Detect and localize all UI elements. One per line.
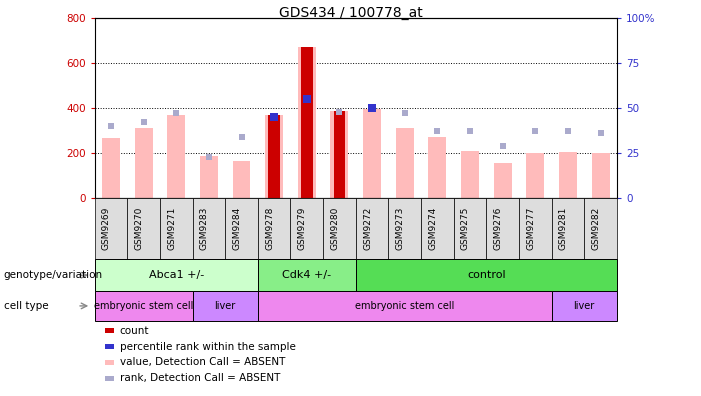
Point — [530, 128, 541, 135]
Bar — [461, 151, 479, 198]
Point — [464, 128, 475, 135]
Text: GDS434 / 100778_at: GDS434 / 100778_at — [278, 6, 423, 20]
Text: GSM9270: GSM9270 — [135, 207, 144, 250]
Text: GSM9271: GSM9271 — [168, 207, 176, 250]
Text: embryonic stem cell: embryonic stem cell — [355, 301, 454, 311]
Text: GSM9274: GSM9274 — [428, 207, 437, 250]
Bar — [265, 115, 283, 198]
Text: GSM9272: GSM9272 — [363, 207, 372, 250]
Point — [399, 110, 410, 116]
Text: GSM9280: GSM9280 — [330, 207, 339, 250]
Text: GSM9282: GSM9282 — [592, 207, 601, 250]
Point — [268, 114, 280, 120]
Bar — [559, 152, 577, 198]
Bar — [526, 153, 544, 198]
Text: GSM9275: GSM9275 — [461, 207, 470, 250]
Point — [367, 105, 378, 111]
Point — [170, 110, 182, 116]
Text: genotype/variation: genotype/variation — [4, 270, 102, 280]
Text: count: count — [120, 326, 149, 336]
Bar — [301, 47, 313, 198]
Point — [236, 133, 247, 140]
Text: Cdk4 +/-: Cdk4 +/- — [283, 270, 332, 280]
Text: rank, Detection Call = ABSENT: rank, Detection Call = ABSENT — [120, 373, 280, 383]
Text: GSM9269: GSM9269 — [102, 207, 111, 250]
Text: GSM9279: GSM9279 — [298, 207, 307, 250]
Text: cell type: cell type — [4, 301, 48, 311]
Bar — [102, 138, 120, 198]
Text: GSM9276: GSM9276 — [494, 207, 503, 250]
Point — [105, 123, 116, 129]
Bar — [592, 153, 610, 198]
Text: GSM9281: GSM9281 — [559, 207, 568, 250]
Text: embryonic stem cell: embryonic stem cell — [94, 301, 193, 311]
Bar — [330, 111, 348, 198]
Point — [432, 128, 443, 135]
Point — [562, 128, 573, 135]
Text: liver: liver — [573, 301, 595, 311]
Bar — [363, 109, 381, 198]
Point — [301, 96, 313, 102]
Bar — [200, 156, 218, 198]
Point — [595, 130, 606, 136]
Text: liver: liver — [215, 301, 236, 311]
Text: percentile rank within the sample: percentile rank within the sample — [120, 341, 296, 352]
Text: value, Detection Call = ABSENT: value, Detection Call = ABSENT — [120, 357, 285, 367]
Point — [497, 143, 508, 149]
Bar — [428, 137, 447, 198]
Bar — [233, 161, 250, 198]
Point — [138, 119, 149, 126]
Bar — [268, 115, 280, 198]
Bar — [135, 128, 153, 198]
Bar — [396, 128, 414, 198]
Text: Abca1 +/-: Abca1 +/- — [149, 270, 204, 280]
Bar — [298, 47, 315, 198]
Text: GSM9273: GSM9273 — [396, 207, 404, 250]
Point — [301, 96, 313, 102]
Bar — [334, 111, 345, 198]
Point — [203, 153, 215, 160]
Point — [367, 105, 378, 111]
Text: GSM9283: GSM9283 — [200, 207, 209, 250]
Text: GSM9278: GSM9278 — [265, 207, 274, 250]
Point — [334, 109, 345, 115]
Text: GSM9284: GSM9284 — [233, 207, 242, 250]
Bar — [168, 115, 185, 198]
Point — [268, 114, 280, 120]
Text: control: control — [467, 270, 505, 280]
Text: GSM9277: GSM9277 — [526, 207, 536, 250]
Bar — [494, 163, 512, 198]
